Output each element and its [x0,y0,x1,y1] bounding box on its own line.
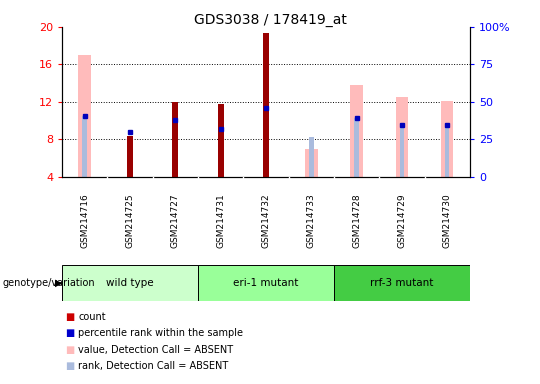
Text: GSM214733: GSM214733 [307,194,316,248]
Bar [83,116,87,177]
Text: wild type: wild type [106,278,154,288]
Bar [395,97,408,177]
Text: GSM214727: GSM214727 [171,194,180,248]
Text: GSM214731: GSM214731 [216,194,225,248]
Text: value, Detection Call = ABSENT: value, Detection Call = ABSENT [78,345,233,355]
Bar [263,33,269,177]
Bar [334,265,470,301]
Text: ▶: ▶ [55,278,62,288]
Text: genotype/variation: genotype/variation [3,278,96,288]
Text: rrf-3 mutant: rrf-3 mutant [370,278,434,288]
Bar [400,125,404,177]
Bar [445,125,449,177]
Bar [172,102,178,177]
Bar [350,85,363,177]
Bar [441,101,454,177]
Bar [78,55,91,177]
Text: ■: ■ [65,312,74,322]
Bar [218,104,224,177]
Text: GSM214732: GSM214732 [261,194,271,248]
Text: GSM214716: GSM214716 [80,194,89,248]
Text: GSM214729: GSM214729 [397,194,406,248]
Bar [127,136,133,177]
Text: eri-1 mutant: eri-1 mutant [233,278,299,288]
Bar [62,265,198,301]
Text: ■: ■ [65,361,74,371]
Text: count: count [78,312,106,322]
Bar [305,149,318,177]
Text: GDS3038 / 178419_at: GDS3038 / 178419_at [193,13,347,27]
Text: rank, Detection Call = ABSENT: rank, Detection Call = ABSENT [78,361,228,371]
Bar [309,137,314,177]
Text: percentile rank within the sample: percentile rank within the sample [78,328,244,338]
Bar [198,265,334,301]
Text: GSM214728: GSM214728 [352,194,361,248]
Text: ■: ■ [65,345,74,355]
Text: GSM214730: GSM214730 [443,194,451,248]
Text: ■: ■ [65,328,74,338]
Bar [354,118,359,177]
Text: GSM214725: GSM214725 [126,194,134,248]
